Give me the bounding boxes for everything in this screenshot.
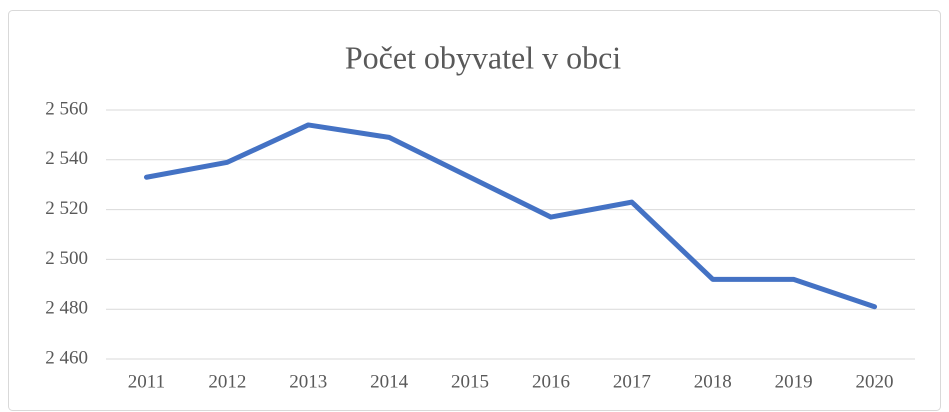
x-tick-label: 2014: [370, 371, 409, 392]
y-tick-label: 2 520: [45, 198, 88, 219]
x-tick-label: 2020: [856, 371, 894, 392]
y-tick-label: 2 560: [45, 98, 88, 119]
data-line: [143, 122, 878, 310]
x-tick-label: 2018: [694, 371, 732, 392]
y-tick-label: 2 460: [45, 347, 88, 368]
x-tick-label: 2012: [208, 371, 246, 392]
x-tick-label: 2011: [128, 371, 165, 392]
y-tick-label: 2 540: [45, 148, 88, 169]
chart-title: Počet obyvatel v obci: [345, 39, 621, 75]
y-tick-label: 2 500: [45, 248, 88, 269]
y-tick-label: 2 480: [45, 298, 88, 319]
x-tick-label: 2013: [289, 371, 327, 392]
x-tick-label: 2015: [451, 371, 489, 392]
x-tick-label: 2017: [613, 371, 651, 392]
x-tick-label: 2016: [532, 371, 570, 392]
x-tick-label: 2019: [775, 371, 813, 392]
